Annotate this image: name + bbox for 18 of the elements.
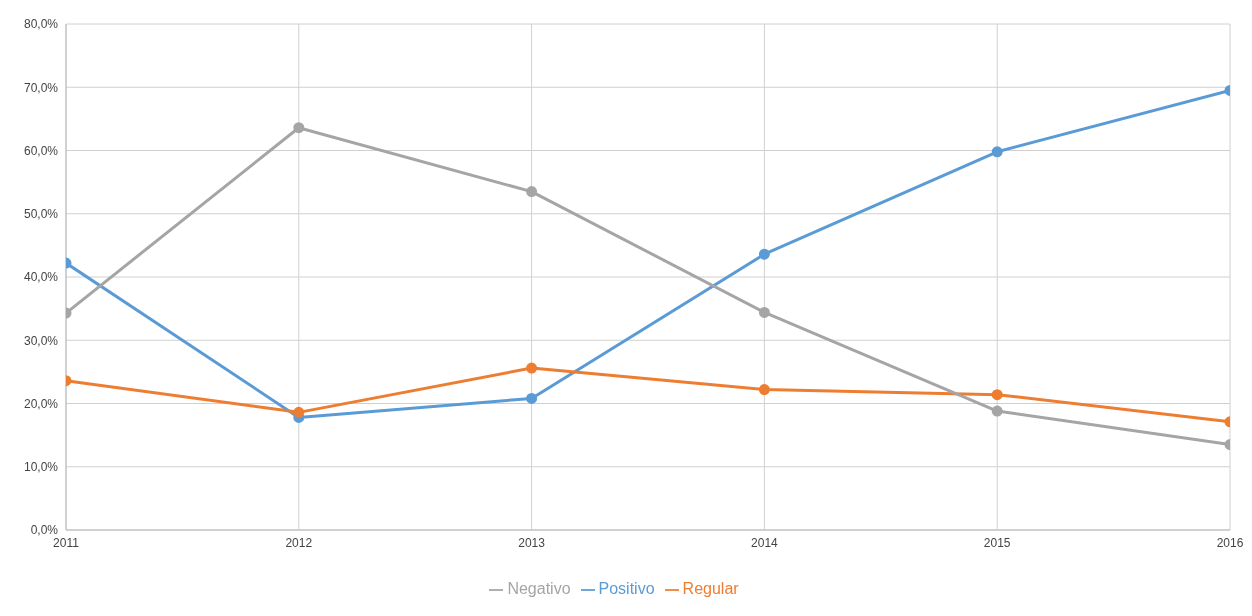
- x-tick-label: 2013: [518, 535, 546, 550]
- y-tick-label: 20,0%: [23, 396, 59, 411]
- y-tick-label: 10,0%: [23, 460, 59, 475]
- y-tick-label: 60,0%: [23, 143, 59, 158]
- x-tick-label: 2014: [751, 535, 779, 550]
- y-tick-label: 30,0%: [23, 333, 59, 348]
- x-tick-label: 2015: [983, 535, 1011, 550]
- y-tick-label: 40,0%: [23, 270, 59, 285]
- x-tick-label: 2011: [53, 535, 80, 550]
- y-tick-label: 70,0%: [23, 80, 59, 95]
- y-tick-label: 0,0%: [30, 523, 59, 538]
- y-tick-label: 50,0%: [23, 207, 59, 222]
- y-tick-label: 80,0%: [23, 17, 59, 32]
- x-tick-label: 2012: [285, 535, 313, 550]
- x-tick-label: 2016: [1216, 535, 1244, 550]
- legend-label: Positivo: [598, 580, 655, 597]
- legend-label: Negativo: [507, 580, 571, 597]
- legend-label: Regular: [682, 580, 739, 597]
